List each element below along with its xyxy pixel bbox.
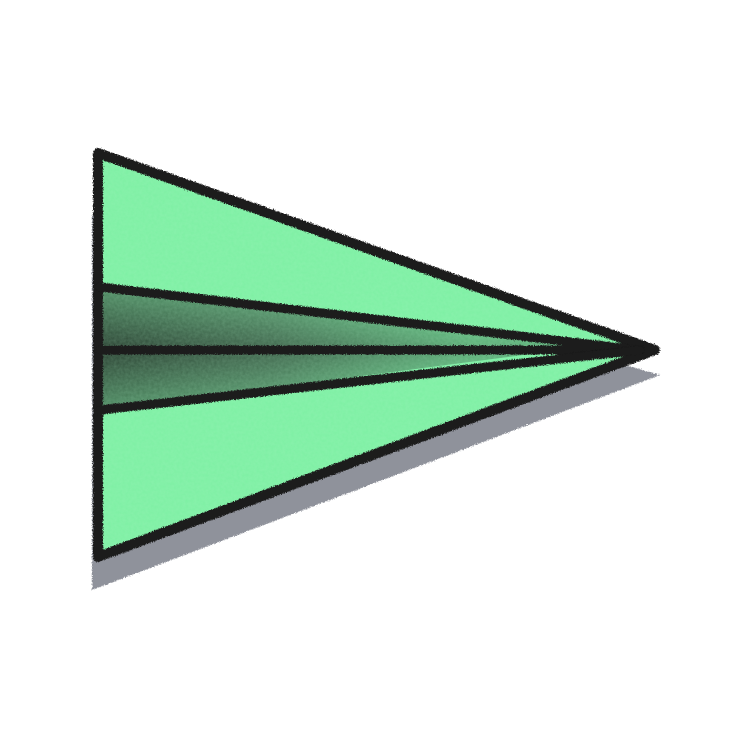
fold-lines: [95, 282, 655, 415]
airplane-texture: [98, 153, 655, 557]
airplane-outline: [93, 148, 660, 562]
fold-line-upper: [95, 282, 645, 355]
fold-line-lower: [95, 345, 645, 415]
